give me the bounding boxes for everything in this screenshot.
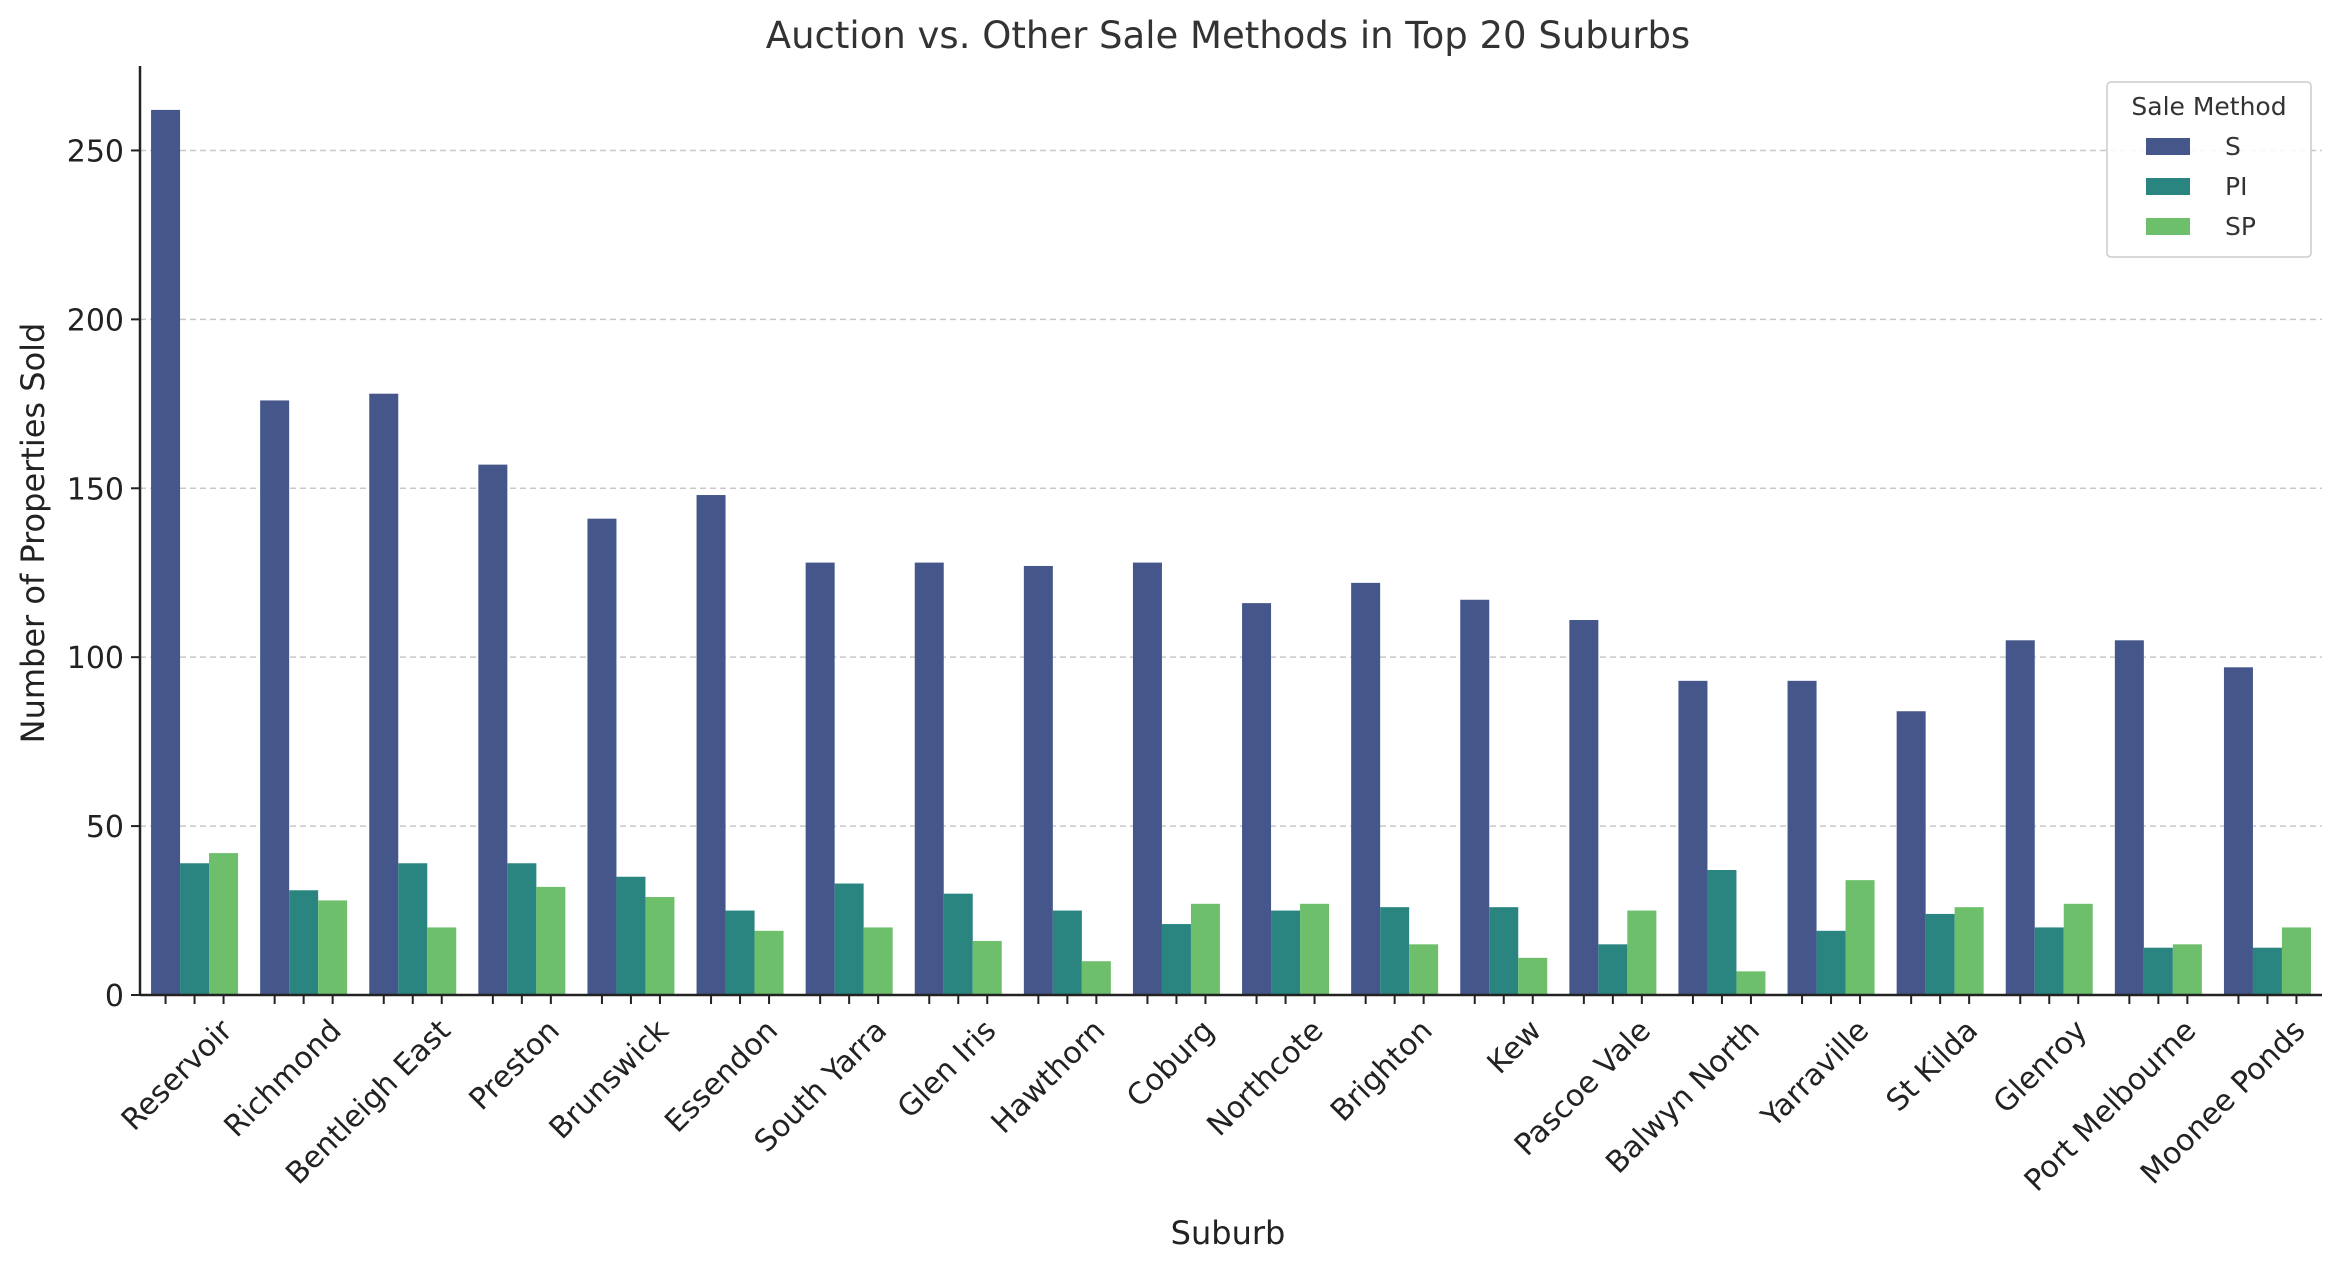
legend-label-sp: SP [2225, 212, 2256, 241]
legend: Sale Method S PI SP [2106, 81, 2312, 258]
chart-title: Auction vs. Other Sale Methods in Top 20… [766, 14, 1690, 57]
bar-sp-bentleigh-east [427, 927, 457, 995]
x-axis-label: Suburb [1171, 1214, 1286, 1252]
bar-s-balwyn-north [1678, 680, 1708, 995]
bar-pi-preston [507, 863, 537, 995]
bar-pi-kew [1489, 907, 1519, 995]
bar-pi-brighton [1380, 907, 1410, 995]
x-tick-label: Glenroy [1987, 1013, 2094, 1120]
bar-sp-south-yarra [863, 927, 893, 995]
legend-label-pi: PI [2225, 172, 2247, 201]
x-tick-label: Hawthorn [985, 1013, 1113, 1141]
legend-swatch-s [2146, 138, 2190, 155]
bar-sp-yarraville [1845, 880, 1875, 995]
bar-sp-hawthorn [1081, 961, 1111, 995]
bar-sp-port-melbourne [2172, 944, 2202, 995]
bar-s-northcote [1242, 603, 1272, 995]
bar-s-pascoe-vale [1569, 620, 1599, 995]
axes [131, 66, 2322, 1004]
y-tick-label: 0 [105, 979, 124, 1014]
grid-lines [140, 149, 2322, 827]
bar-sp-st-kilda [1954, 907, 1984, 995]
bar-pi-balwyn-north [1707, 870, 1737, 995]
bar-sp-pascoe-vale [1627, 910, 1657, 995]
bar-pi-port-melbourne [2143, 947, 2173, 995]
y-tick-label: 150 [67, 472, 124, 507]
bars [151, 109, 2311, 996]
bar-s-hawthorn [1023, 565, 1053, 995]
bar-pi-hawthorn [1052, 910, 1082, 995]
bar-sp-richmond [318, 900, 348, 995]
bar-s-port-melbourne [2114, 640, 2144, 995]
bar-pi-coburg [1161, 924, 1191, 995]
bar-pi-moonee-ponds [2252, 947, 2282, 995]
x-tick-label: St Kilda [1880, 1013, 1985, 1118]
bar-sp-reservoir [209, 853, 239, 995]
y-axis-label: Number of Properties Sold [14, 323, 52, 744]
bar-pi-pascoe-vale [1598, 944, 1628, 995]
bar-pi-brunswick [616, 876, 646, 995]
bar-pi-essendon [725, 910, 755, 995]
bar-sp-essendon [754, 930, 784, 995]
x-tick-label: Northcote [1200, 1013, 1330, 1143]
legend-swatch-pi [2146, 178, 2190, 195]
bar-sp-glen-iris [972, 940, 1002, 995]
bar-s-st-kilda [1896, 711, 1926, 995]
bar-sp-preston [536, 886, 566, 995]
legend-frame [2106, 81, 2312, 258]
bar-s-coburg [1132, 562, 1162, 995]
bar-sp-brighton [1409, 944, 1439, 995]
x-tick-label: Preston [462, 1013, 566, 1117]
bar-sp-northcote [1300, 903, 1330, 995]
legend-label-s: S [2225, 132, 2241, 161]
legend-swatch-sp [2146, 218, 2190, 235]
bar-pi-bentleigh-east [398, 863, 428, 995]
bar-pi-yarraville [1816, 930, 1846, 995]
bar-s-preston [478, 464, 508, 995]
bar-s-moonee-ponds [2223, 667, 2253, 995]
bar-s-yarraville [1787, 680, 1817, 995]
bar-s-kew [1460, 599, 1490, 995]
bar-s-south-yarra [805, 562, 835, 995]
y-tick-label: 200 [67, 303, 124, 338]
x-tick-label: Brighton [1324, 1013, 1440, 1129]
bar-sp-glenroy [2063, 903, 2093, 995]
bar-s-brunswick [587, 518, 617, 995]
x-tick-label: Kew [1481, 1013, 1549, 1081]
x-tick-label: Brunswick [543, 1013, 677, 1147]
bar-s-glenroy [2005, 640, 2035, 995]
y-tick-label: 100 [67, 641, 124, 676]
bar-s-brighton [1351, 582, 1381, 995]
bar-sp-kew [1518, 957, 1548, 995]
bar-pi-reservoir [180, 863, 210, 995]
bar-pi-northcote [1271, 910, 1301, 995]
bar-s-bentleigh-east [369, 393, 399, 996]
y-tick-label: 50 [86, 810, 124, 845]
bar-pi-glenroy [2034, 927, 2064, 995]
y-tick-label: 250 [67, 134, 124, 169]
bar-s-glen-iris [914, 562, 944, 995]
bar-pi-st-kilda [1925, 913, 1955, 995]
bar-sp-moonee-ponds [2281, 927, 2311, 995]
tick-labels: 050100150200250ReservoirRichmondBentleig… [67, 134, 2313, 1198]
bar-sp-brunswick [645, 897, 675, 995]
x-tick-label: Yarraville [1754, 1013, 1876, 1135]
legend-title: Sale Method [2131, 92, 2286, 121]
bar-s-richmond [260, 400, 290, 995]
bar-pi-south-yarra [834, 883, 864, 995]
bar-sp-balwyn-north [1736, 971, 1766, 995]
bar-pi-richmond [289, 890, 319, 995]
bar-pi-glen-iris [943, 893, 973, 995]
bar-s-reservoir [151, 109, 181, 995]
bar-sp-coburg [1190, 903, 1220, 995]
x-tick-label: Coburg [1120, 1013, 1221, 1114]
bar-s-essendon [696, 495, 726, 995]
x-tick-label: Glen Iris [891, 1013, 1003, 1125]
